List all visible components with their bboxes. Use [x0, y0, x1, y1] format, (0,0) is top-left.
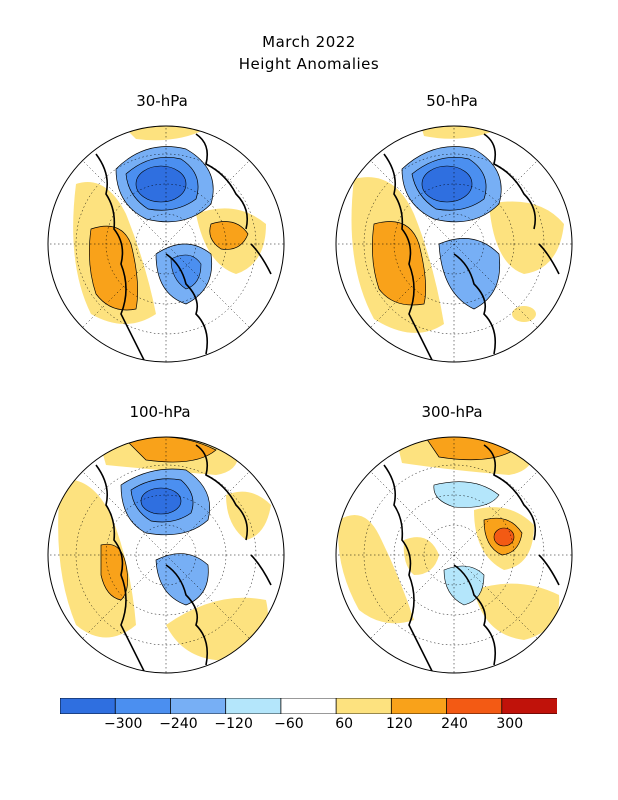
colorbar-tick-label: −240: [159, 716, 198, 732]
positive-anomaly-region: [125, 437, 217, 463]
colorbar-swatch: [501, 698, 557, 714]
colorbar-swatch: [225, 698, 282, 714]
positive-anomaly-region: [209, 221, 249, 250]
colorbar-swatch: [170, 698, 227, 714]
negative-anomaly-region: [433, 481, 500, 508]
positive-anomaly-core: [493, 527, 515, 547]
positive-anomaly-region: [121, 126, 206, 141]
panel-label-100hpa: 100-hPa: [129, 403, 191, 421]
colorbar-tick-label: −300: [103, 716, 143, 732]
panel-label-300hpa: 300-hPa: [421, 403, 483, 421]
panel-label-30hpa: 30-hPa: [136, 92, 188, 110]
positive-anomaly-region: [489, 201, 564, 274]
colorbar-tick-label: 300: [496, 716, 524, 732]
colorbar-tick-label: 240: [441, 716, 468, 732]
polar-map-300hpa: [335, 436, 573, 674]
positive-anomaly-region: [226, 491, 271, 540]
positive-anomaly-region: [100, 543, 128, 601]
colorbar-swatch: [114, 698, 172, 714]
figure-subtitle: Height Anomalies: [238, 55, 380, 73]
positive-anomaly-region: [371, 221, 426, 306]
negative-anomaly-core: [140, 487, 182, 515]
colorbar-tick-label: 60: [335, 716, 354, 732]
polar-map-100hpa: [47, 436, 285, 674]
positive-anomaly-region: [474, 583, 560, 640]
negative-anomaly-core: [421, 165, 473, 203]
polar-map-50hpa: [335, 125, 573, 363]
positive-anomaly-region: [338, 515, 414, 624]
colorbar-tick-label: −60: [274, 716, 304, 732]
panel-label-50hpa: 50-hPa: [426, 92, 478, 110]
colorbar: [60, 698, 557, 714]
colorbar-swatch: [446, 698, 503, 714]
figure-title: March 2022: [262, 33, 356, 51]
negative-anomaly-region: [170, 254, 202, 290]
colorbar-swatch: [335, 698, 393, 714]
colorbar-swatch: [280, 698, 338, 714]
polar-map-30hpa: [47, 125, 285, 363]
positive-anomaly-region: [512, 306, 536, 322]
colorbar-tick-label: 120: [385, 716, 413, 732]
colorbar-swatch: [60, 698, 117, 714]
colorbar-tick-label: −120: [214, 716, 253, 732]
colorbar-swatch: [390, 698, 448, 714]
positive-anomaly-region: [419, 126, 499, 139]
positive-anomaly-region: [403, 537, 439, 575]
